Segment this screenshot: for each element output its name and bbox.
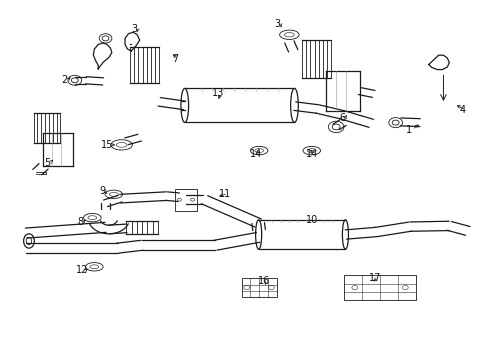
Text: 2: 2	[61, 75, 67, 85]
Text: 11: 11	[219, 189, 231, 199]
Text: 8: 8	[77, 217, 83, 227]
Text: 3: 3	[131, 24, 138, 35]
Text: 16: 16	[257, 276, 269, 286]
Text: 3: 3	[274, 19, 280, 29]
Text: 10: 10	[305, 215, 317, 225]
Text: 7: 7	[172, 54, 178, 64]
Text: 1: 1	[406, 125, 411, 135]
Text: 4: 4	[459, 105, 465, 115]
Text: 15: 15	[101, 140, 113, 150]
Bar	[241, 278, 276, 297]
Text: 14: 14	[249, 149, 261, 159]
Text: 5: 5	[44, 158, 50, 168]
Text: 13: 13	[211, 88, 224, 98]
Bar	[343, 275, 415, 300]
Bar	[175, 189, 197, 211]
Text: 6: 6	[338, 113, 345, 123]
Text: 12: 12	[76, 265, 89, 275]
Text: 14: 14	[305, 149, 317, 159]
Text: 17: 17	[368, 273, 381, 283]
Text: 9: 9	[99, 186, 105, 197]
